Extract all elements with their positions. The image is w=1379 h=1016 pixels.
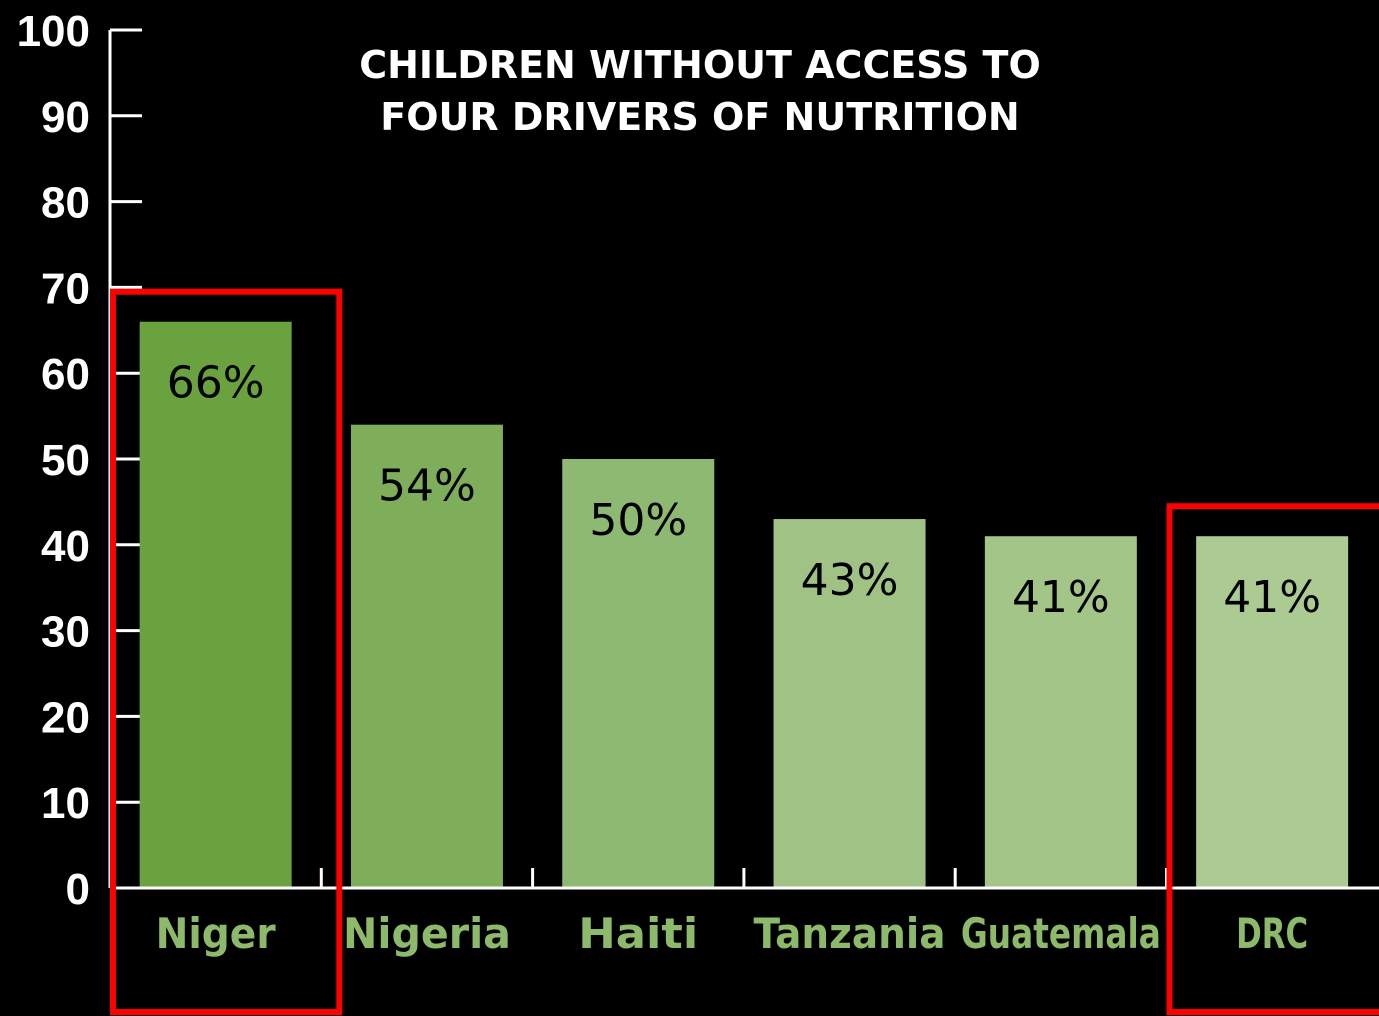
y-tick-label: 90 [41,93,90,142]
bar-value-label: 54% [378,461,476,512]
bar-value-label: 41% [1223,572,1321,623]
category-label: Guatemala [961,909,1161,958]
bar-value-label: 43% [801,555,899,606]
x-axis: Niger Nigeria Haiti Tanzania Guatemala DRC [110,868,1379,958]
chart-title: CHILDREN WITHOUT ACCESS TO FOUR DRIVERS … [359,43,1041,139]
category-label: DRC [1236,909,1308,958]
highlight-box-drc [1166,503,1379,1015]
chart-title-line-1: CHILDREN WITHOUT ACCESS TO [359,43,1041,87]
y-tick-label: 50 [41,436,90,485]
bar-tanzania [773,519,926,888]
bar-nigeria [350,424,503,888]
bar-guatemala [984,536,1137,888]
y-axis: 0 10 20 30 40 50 60 70 80 90 100 [17,7,142,914]
highlight-box-niger [110,288,343,1016]
bar-value-label: 50% [589,495,687,546]
y-tick-label: 0 [66,865,90,914]
bars-group: 66% 54% 50% 43% 41% 41% [139,321,1349,889]
highlight-boxes [110,288,1379,1016]
y-tick-label: 40 [41,522,90,571]
bar-niger [139,321,292,889]
category-label: Haiti [578,909,698,958]
bar-value-label: 66% [167,358,265,409]
y-tick-label: 60 [41,350,90,399]
bar-value-label: 41% [1012,572,1110,623]
bar-haiti [562,459,715,888]
bar-drc [1196,536,1349,888]
y-tick-label: 80 [41,179,90,228]
y-tick-label: 20 [41,693,90,742]
category-label: Tanzania [754,909,946,958]
category-label: Niger [156,909,276,958]
y-tick-label: 10 [41,779,90,828]
chart-title-line-2: FOUR DRIVERS OF NUTRITION [380,95,1019,139]
y-tick-label: 100 [17,7,90,56]
category-label: Nigeria [343,909,511,958]
y-tick-label: 70 [41,264,90,313]
y-tick-label: 30 [41,608,90,657]
